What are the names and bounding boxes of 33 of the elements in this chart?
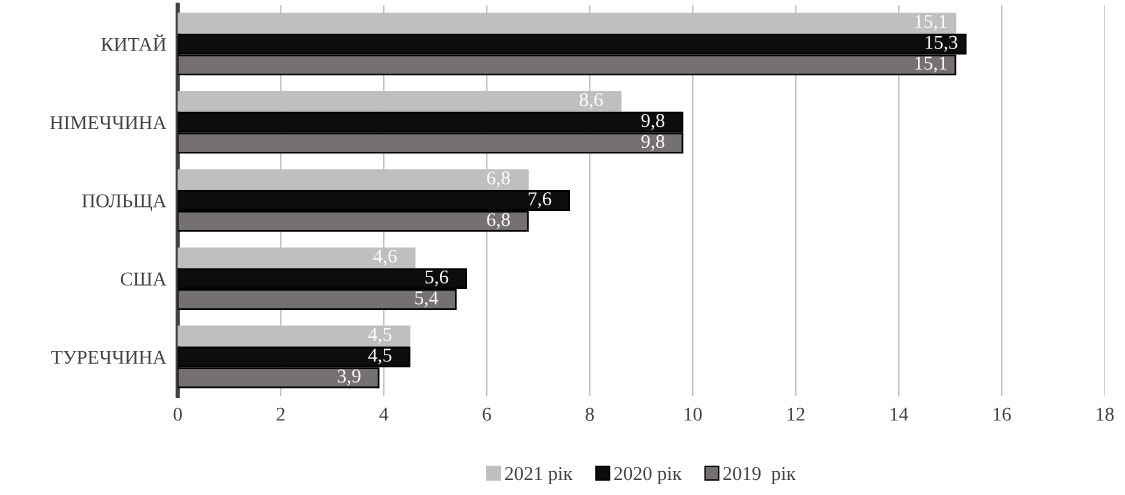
data-label: 4,6 xyxy=(373,249,397,266)
x-tick-label: 0 xyxy=(173,407,182,421)
y-tick-label: США xyxy=(120,272,167,286)
data-label: 9,8 xyxy=(641,134,665,151)
y-tick-label: НІМЕЧЧИНА xyxy=(50,116,167,130)
data-label: 15,1 xyxy=(915,56,947,73)
data-label: 3,9 xyxy=(337,369,361,386)
data-label: 5,6 xyxy=(425,270,449,287)
data-label: 15,3 xyxy=(925,35,958,52)
x-tick-label: 14 xyxy=(890,407,909,421)
y-tick-label: ПОЛЬЩА xyxy=(82,194,167,212)
y-tick-label: ТУРЕЧЧИНА xyxy=(51,350,167,364)
x-tick-label: 8 xyxy=(585,407,594,421)
data-label: 8,6 xyxy=(579,93,603,110)
x-tick-label: 16 xyxy=(993,407,1011,421)
data-label: 4,5 xyxy=(368,348,392,365)
legend-label: 2021 рік xyxy=(505,467,573,485)
data-label: 7,6 xyxy=(528,192,552,209)
data-label: 4,5 xyxy=(368,327,392,344)
x-tick-label: 2 xyxy=(276,407,285,421)
y-tick-label: КИТАЙ xyxy=(101,34,167,51)
data-label: 15,1 xyxy=(915,15,947,31)
legend-label: 2019 рік xyxy=(723,467,796,485)
x-tick-label: 12 xyxy=(787,407,805,421)
legend-label: 2020 рік xyxy=(614,467,682,485)
x-tick-label: 18 xyxy=(1096,407,1114,421)
data-label: 6,8 xyxy=(487,171,510,188)
data-label: 9,8 xyxy=(641,114,665,130)
data-label: 6,8 xyxy=(487,213,510,229)
data-label: 5,4 xyxy=(415,291,439,308)
x-tick-label: 4 xyxy=(379,407,389,421)
x-tick-label: 10 xyxy=(684,407,702,421)
x-tick-label: 6 xyxy=(482,407,492,421)
